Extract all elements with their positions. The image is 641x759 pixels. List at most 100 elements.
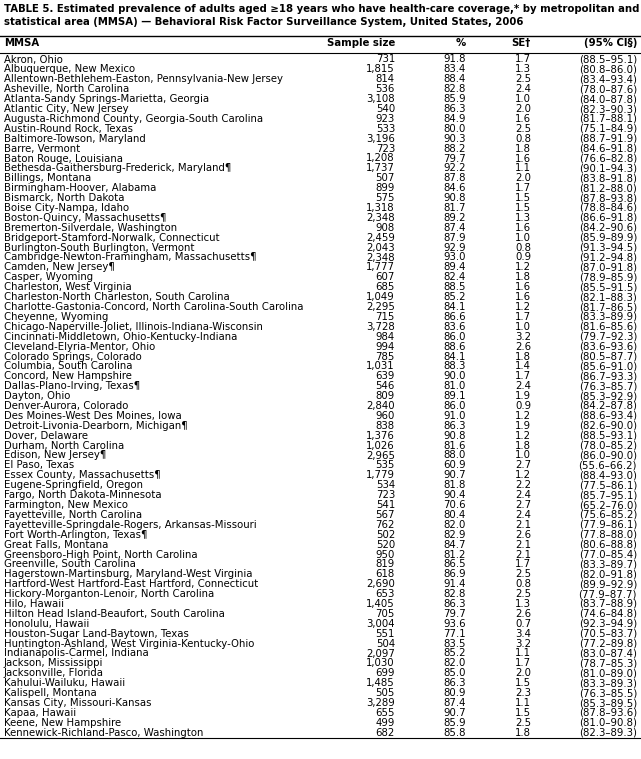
- Text: 88.3: 88.3: [444, 361, 466, 371]
- Text: 85.2: 85.2: [444, 292, 466, 302]
- Text: 84.1: 84.1: [444, 302, 466, 312]
- Text: 3,108: 3,108: [367, 94, 395, 104]
- Text: (77.8–88.0): (77.8–88.0): [579, 530, 637, 540]
- Text: Indianapolis-Carmel, Indiana: Indianapolis-Carmel, Indiana: [4, 648, 149, 659]
- Text: 685: 685: [376, 282, 395, 292]
- Text: 88.4: 88.4: [444, 74, 466, 84]
- Text: 705: 705: [376, 609, 395, 619]
- Text: (82.6–90.0): (82.6–90.0): [579, 420, 637, 431]
- Text: 2.5: 2.5: [515, 718, 531, 728]
- Text: Jackson, Mississippi: Jackson, Mississippi: [4, 658, 103, 669]
- Text: 3,728: 3,728: [366, 322, 395, 332]
- Text: (78.0–85.2): (78.0–85.2): [579, 441, 637, 451]
- Text: (77.2–89.8): (77.2–89.8): [579, 638, 637, 649]
- Text: 1.3: 1.3: [515, 65, 531, 74]
- Text: 79.7: 79.7: [443, 609, 466, 619]
- Text: Concord, New Hampshire: Concord, New Hampshire: [4, 371, 132, 381]
- Text: 81.8: 81.8: [444, 480, 466, 490]
- Text: (79.7–92.3): (79.7–92.3): [579, 332, 637, 342]
- Text: 1.0: 1.0: [515, 451, 531, 461]
- Text: (85.3–92.9): (85.3–92.9): [579, 391, 637, 401]
- Text: (81.0–90.8): (81.0–90.8): [579, 718, 637, 728]
- Text: 2,348: 2,348: [367, 253, 395, 263]
- Text: Boston-Quincy, Massachusetts¶: Boston-Quincy, Massachusetts¶: [4, 213, 167, 223]
- Text: 499: 499: [376, 718, 395, 728]
- Text: SE†: SE†: [512, 38, 531, 48]
- Text: (78.7–85.3): (78.7–85.3): [579, 658, 637, 669]
- Text: (78.0–87.6): (78.0–87.6): [579, 84, 637, 94]
- Text: 1.5: 1.5: [515, 203, 531, 213]
- Text: 2,965: 2,965: [366, 451, 395, 461]
- Text: (83.7–88.9): (83.7–88.9): [579, 599, 637, 609]
- Text: 2.7: 2.7: [515, 461, 531, 471]
- Text: 520: 520: [376, 540, 395, 550]
- Text: 0.9: 0.9: [515, 401, 531, 411]
- Text: Hartford-West Hartford-East Hartford, Connecticut: Hartford-West Hartford-East Hartford, Co…: [4, 579, 258, 589]
- Text: 899: 899: [376, 183, 395, 194]
- Text: 60.9: 60.9: [444, 461, 466, 471]
- Text: 88.0: 88.0: [444, 451, 466, 461]
- Text: Keene, New Hampshire: Keene, New Hampshire: [4, 718, 121, 728]
- Text: %: %: [456, 38, 466, 48]
- Text: (75.1–84.9): (75.1–84.9): [579, 124, 637, 134]
- Text: 536: 536: [376, 84, 395, 94]
- Text: 1.0: 1.0: [515, 233, 531, 243]
- Text: 85.0: 85.0: [444, 669, 466, 679]
- Text: 77.1: 77.1: [444, 628, 466, 639]
- Text: 2.7: 2.7: [515, 500, 531, 510]
- Text: (83.0–87.4): (83.0–87.4): [579, 648, 637, 659]
- Text: 90.4: 90.4: [444, 490, 466, 500]
- Text: 1.8: 1.8: [515, 728, 531, 738]
- Text: 1.2: 1.2: [515, 430, 531, 441]
- Text: 1.8: 1.8: [515, 351, 531, 361]
- Text: 1.8: 1.8: [515, 441, 531, 451]
- Text: Charlotte-Gastonia-Concord, North Carolina-South Carolina: Charlotte-Gastonia-Concord, North Caroli…: [4, 302, 303, 312]
- Text: 505: 505: [376, 688, 395, 698]
- Text: (81.2–88.0): (81.2–88.0): [579, 183, 637, 194]
- Text: 87.4: 87.4: [444, 223, 466, 233]
- Text: 86.6: 86.6: [444, 312, 466, 322]
- Text: (82.3–89.3): (82.3–89.3): [579, 728, 637, 738]
- Text: (76.3–85.5): (76.3–85.5): [579, 688, 637, 698]
- Text: Dover, Delaware: Dover, Delaware: [4, 430, 88, 441]
- Text: 89.4: 89.4: [444, 263, 466, 272]
- Text: 86.9: 86.9: [444, 569, 466, 579]
- Text: 81.6: 81.6: [444, 441, 466, 451]
- Text: Kahului-Wailuku, Hawaii: Kahului-Wailuku, Hawaii: [4, 679, 125, 688]
- Text: 1.3: 1.3: [515, 599, 531, 609]
- Text: 82.8: 82.8: [444, 589, 466, 599]
- Text: (87.8–93.8): (87.8–93.8): [579, 193, 637, 203]
- Text: Great Falls, Montana: Great Falls, Montana: [4, 540, 108, 550]
- Text: 1.7: 1.7: [515, 371, 531, 381]
- Text: 2.0: 2.0: [515, 104, 531, 114]
- Text: Greenville, South Carolina: Greenville, South Carolina: [4, 559, 136, 569]
- Text: 86.3: 86.3: [444, 420, 466, 431]
- Text: 1,031: 1,031: [367, 361, 395, 371]
- Text: 80.4: 80.4: [444, 510, 466, 520]
- Text: 3,289: 3,289: [366, 698, 395, 708]
- Text: 809: 809: [376, 391, 395, 401]
- Text: 84.6: 84.6: [444, 183, 466, 194]
- Text: 1.6: 1.6: [515, 153, 531, 163]
- Text: (88.6–93.4): (88.6–93.4): [579, 411, 637, 421]
- Text: 731: 731: [376, 55, 395, 65]
- Text: Chicago-Naperville-Joliet, Illinois-Indiana-Wisconsin: Chicago-Naperville-Joliet, Illinois-Indi…: [4, 322, 263, 332]
- Text: 1,405: 1,405: [366, 599, 395, 609]
- Text: Bethesda-Gaithersburg-Frederick, Maryland¶: Bethesda-Gaithersburg-Frederick, Marylan…: [4, 163, 231, 173]
- Text: 88.2: 88.2: [444, 143, 466, 153]
- Text: 91.0: 91.0: [444, 411, 466, 421]
- Text: 1.7: 1.7: [515, 183, 531, 194]
- Text: 1.7: 1.7: [515, 559, 531, 569]
- Text: (84.6–91.8): (84.6–91.8): [579, 143, 637, 153]
- Text: Jacksonville, Florida: Jacksonville, Florida: [4, 669, 104, 679]
- Text: 1,485: 1,485: [366, 679, 395, 688]
- Text: (83.3–89.3): (83.3–89.3): [579, 679, 637, 688]
- Text: Cleveland-Elyria-Mentor, Ohio: Cleveland-Elyria-Mentor, Ohio: [4, 342, 155, 351]
- Text: 1.9: 1.9: [515, 391, 531, 401]
- Text: Kapaa, Hawaii: Kapaa, Hawaii: [4, 708, 76, 718]
- Text: (84.2–90.6): (84.2–90.6): [579, 223, 637, 233]
- Text: (78.8–84.6): (78.8–84.6): [579, 203, 637, 213]
- Text: 1.4: 1.4: [515, 361, 531, 371]
- Text: Fayetteville-Springdale-Rogers, Arkansas-Missouri: Fayetteville-Springdale-Rogers, Arkansas…: [4, 520, 256, 530]
- Text: 1.7: 1.7: [515, 658, 531, 669]
